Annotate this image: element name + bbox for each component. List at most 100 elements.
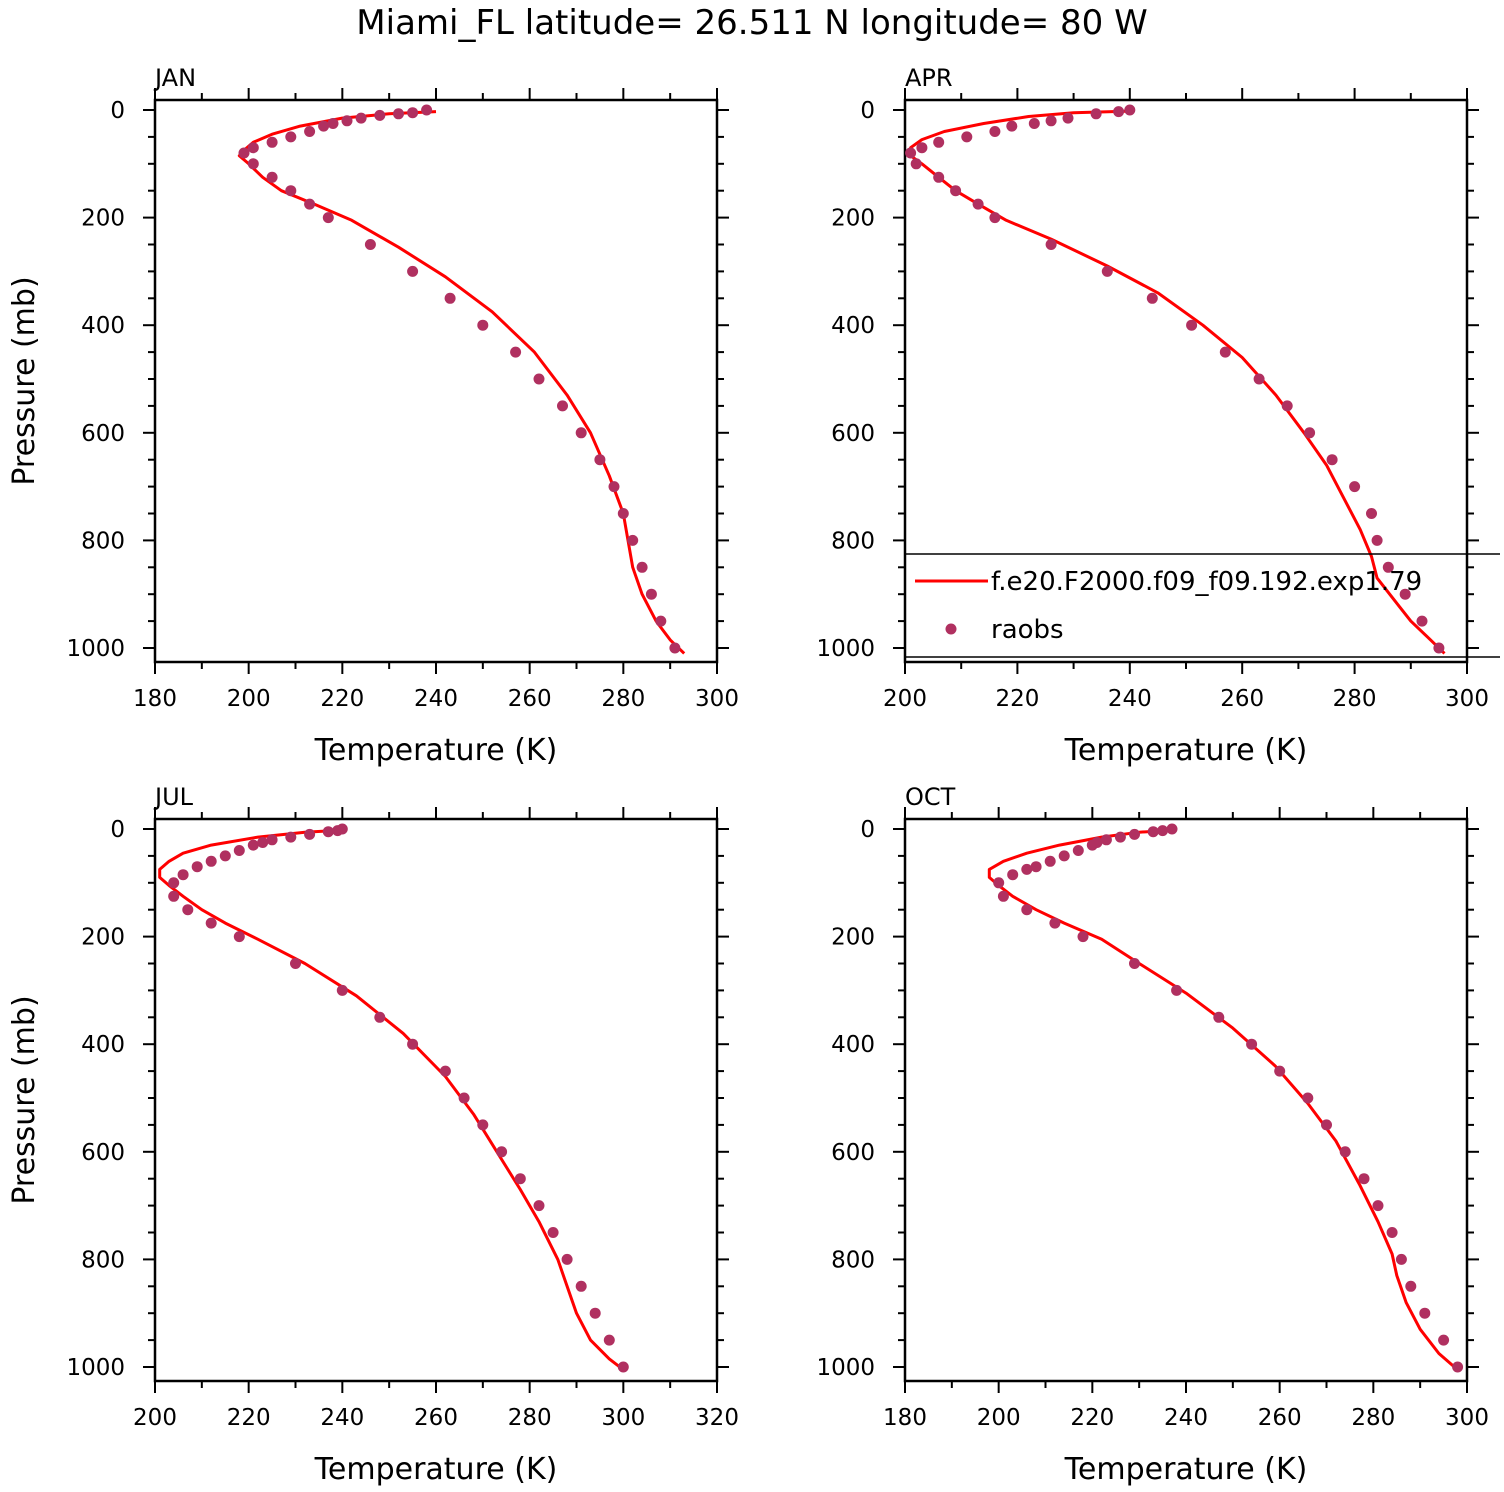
x-tick-label-jan: 240 — [414, 686, 458, 712]
x-tick-label-jul: 320 — [695, 1405, 739, 1431]
raobs-point-jan — [327, 118, 339, 129]
raobs-point-jul — [547, 1227, 559, 1238]
raobs-point-jul — [205, 917, 217, 929]
y-tick-label-jul: 600 — [81, 1140, 125, 1166]
raobs-point-jan — [285, 185, 297, 197]
raobs-point-jul — [533, 1200, 545, 1212]
raobs-point-oct — [1129, 958, 1140, 969]
y-axis-title-jul: Pressure (mb) — [7, 995, 42, 1204]
legend-model-label: f.e20.F2000.f09_f09.192.exp1.79 — [991, 567, 1422, 597]
raobs-point-jul — [407, 1038, 419, 1050]
raobs-point-jul — [247, 839, 259, 851]
x-axis-title-jul: Temperature (K) — [314, 1452, 558, 1487]
raobs-point-apr — [972, 198, 984, 210]
raobs-point-oct — [1358, 1173, 1370, 1185]
raobs-point-oct — [1044, 855, 1056, 867]
raobs-point-oct — [997, 890, 1009, 902]
raobs-point-apr — [1101, 265, 1113, 277]
raobs-point-oct — [1339, 1146, 1351, 1158]
plot-frame-oct — [903, 817, 1469, 1383]
raobs-point-jul — [233, 931, 245, 943]
raobs-point-oct — [1072, 845, 1084, 856]
raobs-point-oct — [1147, 826, 1159, 838]
y-tick-label-jul: 400 — [81, 1032, 125, 1058]
raobs-point-jul — [561, 1253, 573, 1265]
raobs-point-oct — [1213, 1011, 1225, 1023]
plot-frame-jul — [153, 817, 719, 1383]
raobs-point-jan — [322, 212, 334, 224]
raobs-point-jul — [589, 1307, 601, 1319]
y-tick-label-jul: 200 — [81, 925, 125, 951]
panel-oct: OCT 180 200 220 240 260 280 300 0 200 400 600 800 100… — [816, 783, 1489, 1487]
y-tick-label-jan: 400 — [81, 313, 125, 339]
figure-title: Miami_FL latitude= 26.511 N longitude= 8… — [356, 3, 1147, 43]
raobs-point-apr — [1382, 561, 1394, 573]
raobs-point-jul — [304, 828, 316, 840]
raobs-point-jan — [617, 508, 629, 519]
raobs-point-jan — [266, 136, 278, 148]
x-axis-title-apr: Temperature (K) — [1064, 733, 1308, 768]
raobs-point-jul — [177, 869, 189, 881]
raobs-point-jan — [575, 427, 587, 439]
raobs-point-apr — [1371, 534, 1383, 546]
raobs-point-apr — [1304, 427, 1316, 439]
x-tick-label-oct: 180 — [883, 1405, 927, 1431]
x-tick-label-oct: 200 — [977, 1405, 1021, 1431]
raobs-point-oct — [1077, 931, 1089, 943]
raobs-point-jul — [257, 837, 269, 848]
x-tick-label-oct: 260 — [1258, 1405, 1302, 1431]
raobs-point-apr — [1124, 104, 1136, 116]
raobs-point-jan — [636, 561, 648, 573]
raobs-point-oct — [1129, 828, 1140, 840]
raobs-point-apr — [1090, 108, 1102, 120]
raobs-point-jan — [364, 239, 376, 250]
raobs-point-apr — [916, 142, 928, 154]
raobs-point-jan — [510, 346, 522, 358]
x-tick-label-apr: 300 — [1445, 686, 1489, 712]
raobs-point-jan — [304, 198, 316, 210]
raobs-point-jul — [290, 958, 301, 969]
raobs-point-jul — [439, 1065, 451, 1077]
raobs-point-apr — [1146, 292, 1158, 304]
raobs-point-oct — [1452, 1361, 1464, 1373]
raobs-point-jan — [669, 642, 681, 654]
y-tick-label-apr: 200 — [831, 206, 875, 232]
panel-label-oct: OCT — [905, 783, 956, 811]
panel-label-jan: JAN — [153, 64, 196, 92]
raobs-point-oct — [1321, 1119, 1332, 1131]
raobs-point-jul — [336, 984, 348, 996]
raobs-point-jan — [407, 107, 419, 119]
raobs-point-jan — [533, 373, 545, 385]
y-tick-label-jan: 0 — [110, 98, 125, 124]
legend-raobs-marker-key — [945, 623, 957, 635]
raobs-point-apr — [1433, 642, 1445, 654]
raobs-point-oct — [1021, 863, 1033, 875]
x-tick-label-jul: 260 — [414, 1405, 458, 1431]
y-tick-label-jan: 800 — [81, 528, 125, 554]
panel-jan: JAN 180 200 220 240 260 280 300 0 200 400 600 800 100… — [7, 64, 739, 768]
raobs-point-oct — [1274, 1065, 1286, 1077]
raobs-point-jul — [603, 1334, 615, 1346]
raobs-point-oct — [1302, 1092, 1314, 1104]
raobs-point-apr — [1045, 115, 1057, 127]
x-tick-label-apr: 240 — [1108, 686, 1152, 712]
x-tick-label-apr: 260 — [1220, 686, 1264, 712]
model-line-jan — [237, 110, 686, 655]
panel-label-jul: JUL — [153, 783, 194, 811]
y-tick-label-oct: 200 — [831, 925, 875, 951]
raobs-point-oct — [1419, 1307, 1431, 1319]
y-tick-label-oct: 400 — [831, 1032, 875, 1058]
raobs-point-jan — [247, 142, 259, 154]
y-tick-label-jan: 200 — [81, 206, 125, 232]
raobs-point-apr — [933, 136, 945, 148]
raobs-point-oct — [1114, 831, 1126, 843]
raobs-point-oct — [1372, 1200, 1384, 1212]
raobs-point-apr — [1186, 319, 1198, 331]
x-tick-label-oct: 240 — [1164, 1405, 1208, 1431]
raobs-point-jan — [627, 534, 639, 546]
raobs-point-jan — [645, 588, 657, 600]
raobs-point-jan — [266, 171, 278, 183]
raobs-point-jul — [322, 826, 334, 838]
x-tick-label-jul: 240 — [320, 1405, 364, 1431]
